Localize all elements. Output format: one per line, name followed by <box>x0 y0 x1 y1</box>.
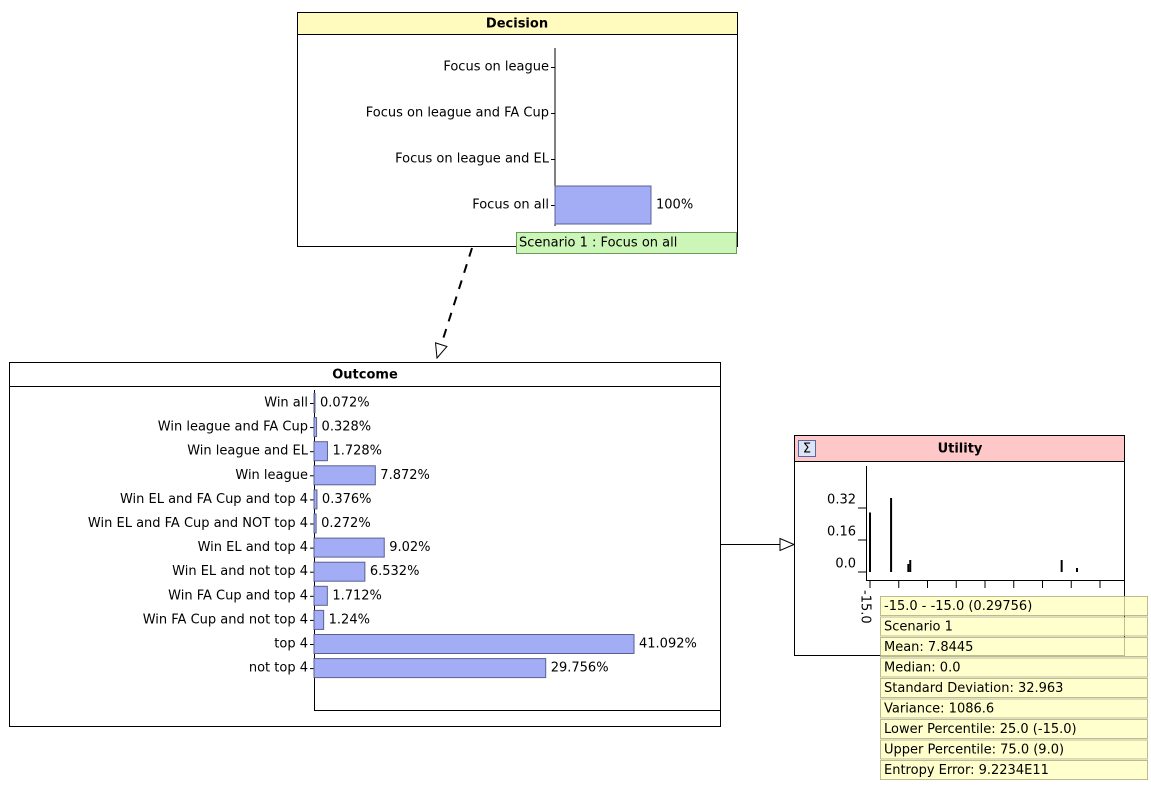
tooltip-line: Mean: 7.8445 <box>884 640 973 655</box>
bar <box>313 513 317 534</box>
state-label: Focus on league <box>443 60 549 75</box>
value-label: 0.328% <box>322 420 372 435</box>
marks: Focus on league Focus on league and FA Cu… <box>88 60 1101 679</box>
arrow-decision-outcome <box>437 247 473 358</box>
state-label: Win FA Cup and top 4 <box>168 588 308 603</box>
tooltip-line-box <box>880 596 1148 616</box>
value-label: 0.072% <box>320 396 370 411</box>
state-label: Focus on league and EL <box>395 152 550 167</box>
bar <box>313 465 376 486</box>
scenario-label: Scenario 1 : Focus on all <box>519 236 677 251</box>
value-label: 29.756% <box>551 661 609 676</box>
bar <box>313 489 318 510</box>
bar <box>313 634 635 654</box>
tooltip-line: -15.0 - -15.0 (0.29756) <box>884 599 1032 614</box>
outcome-title: Outcome <box>332 368 398 383</box>
sigma-icon[interactable] <box>798 440 816 457</box>
tooltip-line: Standard Deviation: 32.963 <box>884 681 1063 696</box>
tooltip-line: Entropy Error: 9.2234E11 <box>884 763 1049 778</box>
value-label: 1.24% <box>329 612 370 627</box>
tooltip-line-box <box>880 616 1148 637</box>
bar <box>554 185 652 225</box>
state-label: Win league <box>235 468 308 483</box>
utility-tooltip: -15.0 - -15.0 (0.29756) Scenario 1 Mean: 7… <box>880 596 1148 780</box>
state-label: not top 4 <box>249 661 308 676</box>
decision-node[interactable] <box>297 12 738 247</box>
state-label: Win FA Cup and not top 4 <box>143 612 308 627</box>
x-tick-label: -15.0 <box>858 590 873 624</box>
value-label: 1.728% <box>332 444 382 459</box>
y-tick-label: 0.16 <box>827 525 856 540</box>
value-label: 0.376% <box>322 492 372 507</box>
scenario-label-box <box>516 232 737 254</box>
tooltip-line-box <box>880 719 1148 739</box>
state-label: top 4 <box>274 637 308 652</box>
tooltip-line: Lower Percentile: 25.0 (-15.0) <box>884 722 1077 737</box>
state-label: Win EL and top 4 <box>198 540 308 555</box>
tooltip-line: Upper Percentile: 75.0 (9.0) <box>884 743 1064 758</box>
outcome-header <box>9 362 721 387</box>
bar <box>313 441 328 462</box>
value-label: 6.532% <box>370 564 420 579</box>
y-tick-label: 0.32 <box>827 493 856 508</box>
y-tick-label: 0.0 <box>835 557 856 572</box>
state-label: Win all <box>264 396 308 411</box>
tooltip-line-box <box>880 760 1148 780</box>
tooltip-line-box <box>880 637 1148 657</box>
bar <box>313 537 385 558</box>
value-label: 9.02% <box>389 540 430 555</box>
tooltip-line: Median: 0.0 <box>884 661 960 676</box>
utility-header <box>794 435 1125 462</box>
state-label: Win EL and FA Cup and NOT top 4 <box>88 516 308 531</box>
tooltip-line-box <box>880 698 1148 719</box>
bar <box>313 609 325 630</box>
bar <box>313 417 318 438</box>
state-label: Focus on all <box>472 198 549 213</box>
state-label: Win EL and FA Cup and top 4 <box>120 492 308 507</box>
state-label: Win league and EL <box>187 444 309 459</box>
tooltip-line: Variance: 1086.6 <box>884 702 994 717</box>
bar <box>313 658 547 679</box>
value-label: 100% <box>656 198 693 213</box>
state-label: Win EL and not top 4 <box>172 564 308 579</box>
bar <box>313 585 328 606</box>
tooltip-line: Scenario 1 <box>884 620 953 635</box>
tooltip-line-box <box>880 657 1148 678</box>
decision-header <box>297 12 738 35</box>
state-label: Focus on league and FA Cup <box>366 106 549 121</box>
tooltip-line-box <box>880 678 1148 698</box>
value-label: 1.712% <box>332 588 382 603</box>
tooltip-line-box <box>880 739 1148 760</box>
bar <box>313 561 366 582</box>
state-label: Win league and FA Cup <box>158 420 308 435</box>
decision-title: Decision <box>486 17 548 32</box>
bar <box>313 393 316 413</box>
value-label: 7.872% <box>380 468 430 483</box>
value-label: 0.272% <box>321 516 371 531</box>
utility-title: Utility <box>938 442 983 457</box>
sigma-glyph: Σ <box>803 442 811 457</box>
value-label: 41.092% <box>639 637 697 652</box>
